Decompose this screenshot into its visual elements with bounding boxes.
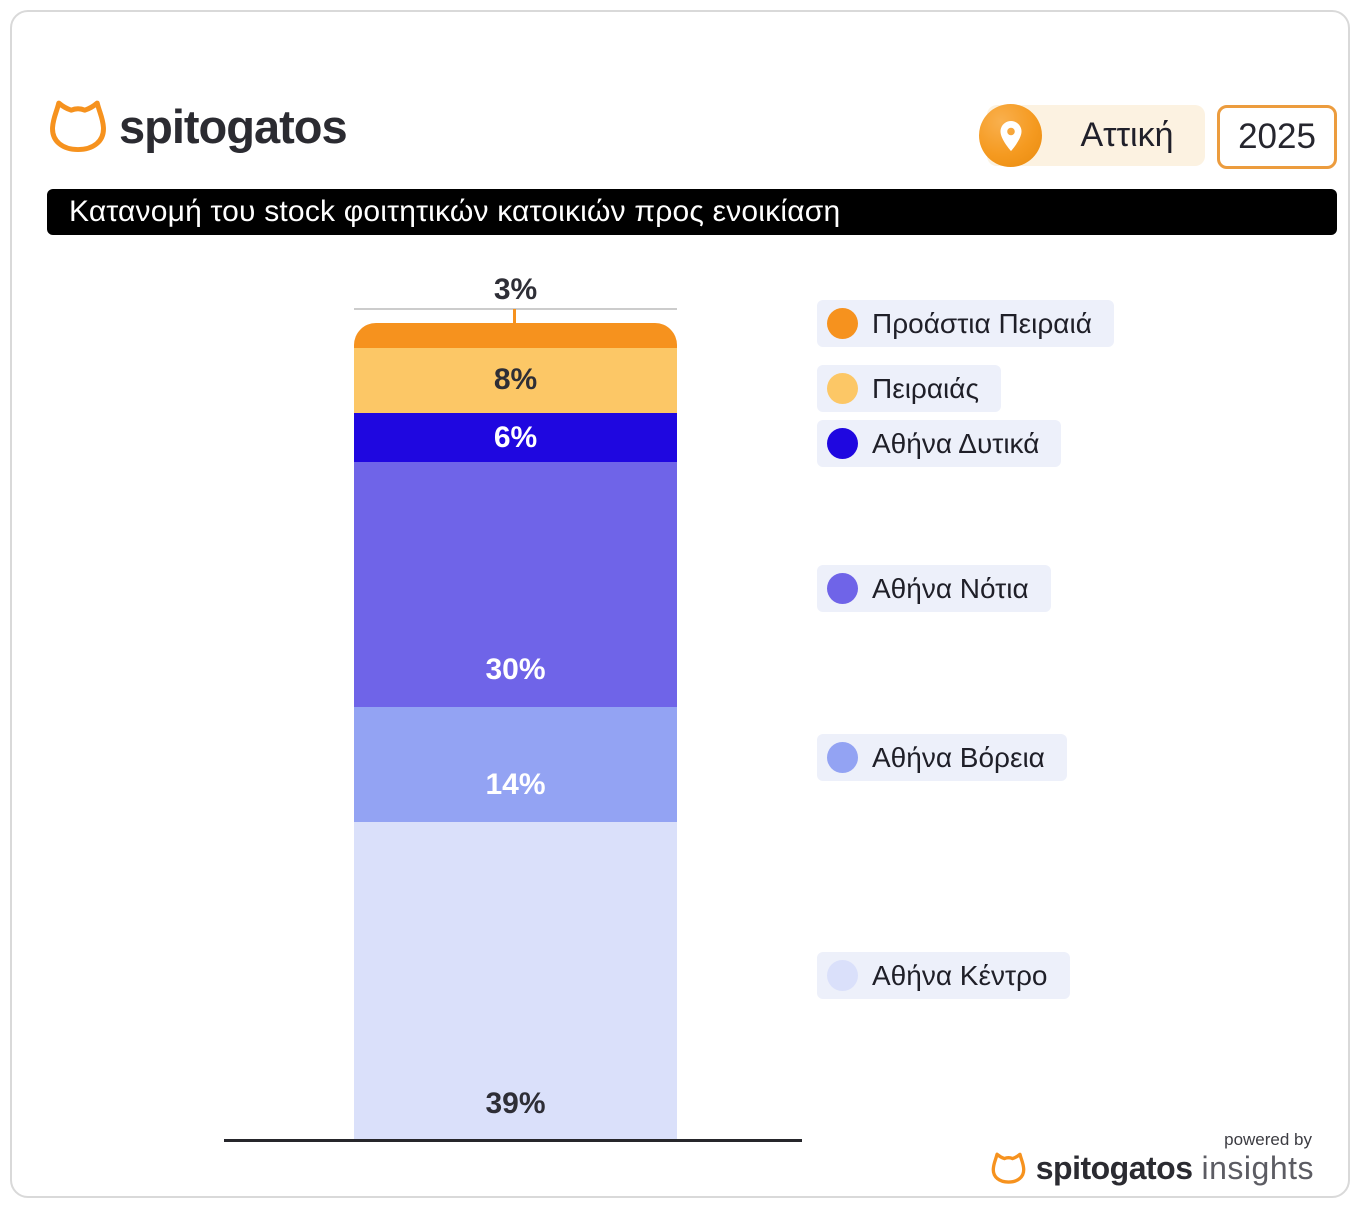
year-selector[interactable]: 2025 — [1217, 105, 1337, 169]
legend-dot — [827, 960, 858, 991]
legend-item-4: Αθήνα Νότια — [817, 565, 1051, 612]
legend-item-3: Αθήνα Δυτικά — [817, 420, 1062, 467]
powered-by-text: powered by — [1224, 1130, 1312, 1149]
legend-label: Αθήνα Βόρεια — [872, 741, 1045, 773]
bar-segment-6 — [354, 821, 677, 1141]
footer-brand: spitogatos insights — [990, 1148, 1314, 1188]
bar-segment-label-1: 3% — [493, 273, 538, 306]
location-label: Αττική — [1080, 116, 1174, 154]
legend-label: Προάστια Πειραιά — [872, 307, 1092, 339]
legend-dot — [827, 573, 858, 604]
stacked-bar: 8% 6% 30% 14% 39% — [354, 323, 677, 1141]
legend-dot — [827, 428, 858, 459]
bar-segment-label-4: 30% — [485, 653, 546, 687]
legend-label: Πειραιάς — [872, 372, 979, 404]
legend-label: Αθήνα Κέντρο — [872, 959, 1048, 991]
infographic-card: spitogatos Αττική 2025 Κατανομή του stoc… — [10, 10, 1350, 1198]
legend-item-5: Αθήνα Βόρεια — [817, 734, 1067, 781]
brand-name: spitogatos — [119, 99, 348, 153]
bar-segment-5 — [354, 707, 677, 822]
chart-title-banner: Κατανομή του stock φοιτητικών κατοικιών … — [47, 189, 1337, 235]
chart-title: Κατανομή του stock φοιτητικών κατοικιών … — [69, 195, 841, 228]
callout-tick — [513, 309, 516, 324]
bar-segment-1 — [354, 323, 677, 348]
legend-item-6: Αθήνα Κέντρο — [817, 952, 1070, 999]
footer-brand-suffix: insights — [1201, 1149, 1314, 1186]
bar-segment-3 — [354, 412, 677, 463]
bar-segment-label-5: 14% — [485, 767, 546, 801]
legend-dot — [827, 308, 858, 339]
bar-segment-label-6: 39% — [485, 1087, 546, 1120]
location-pin-icon — [979, 104, 1042, 167]
bar-segment-2 — [354, 347, 677, 413]
legend-dot — [827, 373, 858, 404]
x-axis-line — [224, 1139, 802, 1142]
brand-logo: spitogatos — [47, 97, 348, 155]
bar-segment-label-2: 8% — [493, 363, 538, 397]
cat-icon — [50, 100, 106, 153]
footer-brand-name: spitogatos — [1035, 1149, 1193, 1186]
legend-item-2: Πειραιάς — [817, 365, 1001, 412]
legend-dot — [827, 742, 858, 773]
cat-icon — [991, 1152, 1026, 1184]
year-label: 2025 — [1238, 117, 1316, 156]
bar-segment-label-3: 6% — [493, 420, 538, 454]
bar-segment-4 — [354, 462, 677, 708]
legend-label: Αθήνα Νότια — [872, 572, 1029, 604]
legend-label: Αθήνα Δυτικά — [872, 427, 1040, 459]
legend-item-1: Προάστια Πειραιά — [817, 300, 1114, 347]
